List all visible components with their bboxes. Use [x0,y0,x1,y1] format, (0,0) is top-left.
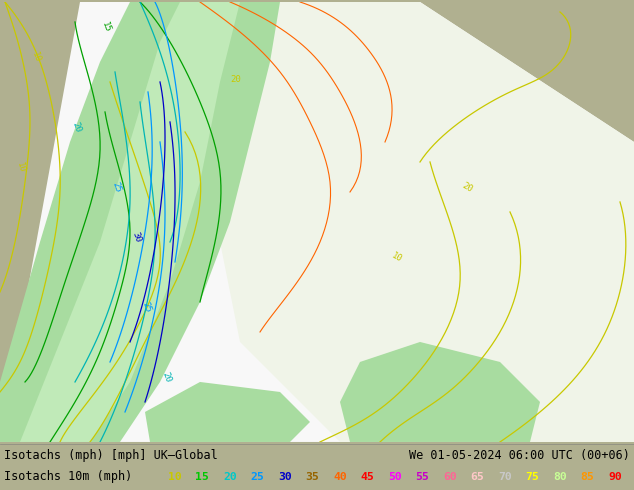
Text: 15: 15 [195,472,209,482]
Text: 10: 10 [30,51,42,64]
Text: 10: 10 [15,161,27,174]
Text: 20: 20 [160,371,172,384]
Text: 40: 40 [333,472,347,482]
Text: 35: 35 [306,472,320,482]
Text: 55: 55 [415,472,429,482]
Text: 20: 20 [70,121,82,134]
Text: 10: 10 [168,472,182,482]
Polygon shape [0,2,634,442]
Text: 25: 25 [140,301,152,314]
Text: 80: 80 [553,472,567,482]
Text: 75: 75 [526,472,540,482]
Text: Isotachs 10m (mph): Isotachs 10m (mph) [4,470,133,484]
Text: 50: 50 [388,472,402,482]
Text: 65: 65 [470,472,484,482]
Text: 25: 25 [250,472,264,482]
Text: 90: 90 [608,472,622,482]
Text: 20: 20 [230,75,241,84]
Text: 70: 70 [498,472,512,482]
Text: 45: 45 [361,472,374,482]
Text: 20: 20 [223,472,236,482]
Text: 10: 10 [390,251,404,264]
Text: Isotachs (mph) [mph] UK–Global: Isotachs (mph) [mph] UK–Global [4,449,217,463]
Text: 30: 30 [130,231,142,244]
Polygon shape [20,2,240,442]
Polygon shape [340,342,540,442]
Text: 20: 20 [460,181,474,194]
Text: 15: 15 [100,21,112,34]
Text: 25: 25 [110,181,122,194]
Text: 60: 60 [443,472,456,482]
Text: 30: 30 [278,472,292,482]
Polygon shape [220,2,634,442]
Text: 85: 85 [581,472,594,482]
Polygon shape [0,2,280,442]
Text: We 01-05-2024 06:00 UTC (00+06): We 01-05-2024 06:00 UTC (00+06) [409,449,630,463]
Polygon shape [145,382,310,442]
